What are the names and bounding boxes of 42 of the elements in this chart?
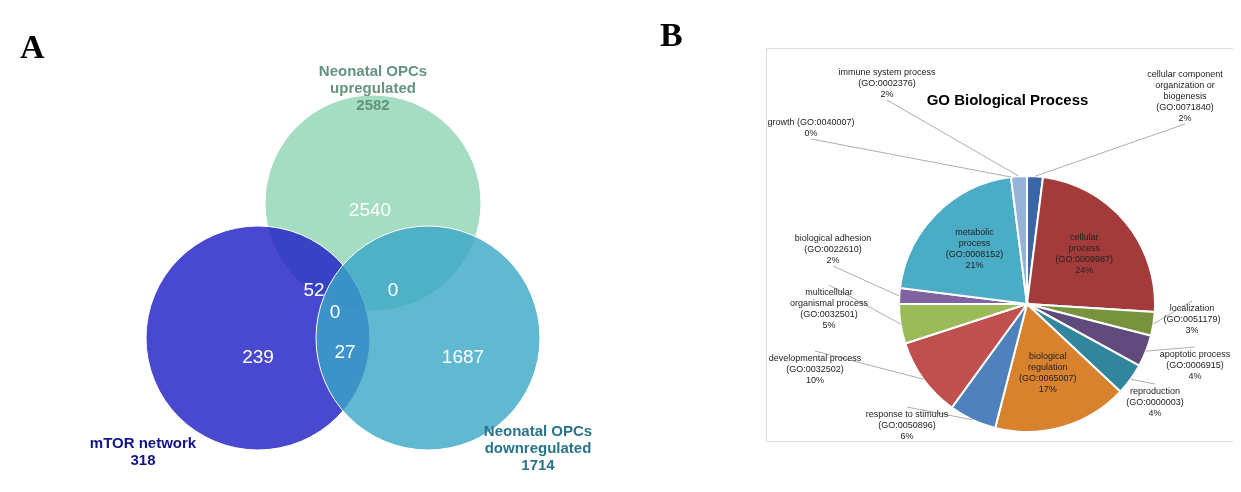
slice-label: biological regulation (GO:0065007) <box>1018 350 1077 383</box>
text: B <box>660 16 683 54</box>
slice-label: reproduction (GO:0000003) <box>1126 386 1184 407</box>
data-label: 4% <box>1148 408 1162 418</box>
data-label: 3% <box>1185 325 1199 335</box>
data-label: 10% <box>805 375 825 385</box>
text: 0 <box>387 279 399 300</box>
category-label: growth (GO:0040007) <box>767 117 855 127</box>
category-label: Neonatal OPCs downregulated <box>483 422 593 456</box>
text: 0% <box>804 128 818 138</box>
data-label: 17% <box>1038 383 1057 394</box>
data-label: 6% <box>900 431 914 441</box>
text: 1687 <box>441 346 485 367</box>
data-label: 24% <box>1075 265 1094 276</box>
text: 0 <box>329 301 341 322</box>
text: 1714 <box>521 456 555 473</box>
data-label: 21% <box>965 260 984 270</box>
slice-label: apoptotic process (GO:0006915) <box>1159 349 1231 370</box>
category-label: mTOR network <box>89 434 197 451</box>
text: 2582 <box>356 96 390 113</box>
slice-label: developmental process (GO:0032502) <box>768 353 862 374</box>
text: 27 <box>334 341 356 362</box>
text: 318 <box>130 451 156 468</box>
text: A <box>20 28 45 65</box>
text: GO Biological Process <box>926 91 1089 108</box>
data-label: 4% <box>1188 371 1202 381</box>
data-label: 2% <box>826 255 840 265</box>
slice-label: biological adhesion (GO:0022610) <box>794 233 872 254</box>
text: 52 <box>303 279 325 300</box>
slice-label: multicellular organismal process (GO:0032501) <box>789 287 869 319</box>
data-label: 5% <box>822 320 836 330</box>
data-label: 2% <box>880 89 894 99</box>
slice-label: localization (GO:0051179) <box>1163 303 1221 324</box>
slice-label: cellular component organization or biogenesis (GO:0071840) <box>1147 69 1224 112</box>
slice-label: cellular process (GO:0009987) <box>1055 232 1113 265</box>
slice-label: metabolic process (GO:0008152) <box>945 227 1004 259</box>
data-label: 2% <box>1178 113 1192 123</box>
text: 239 <box>242 346 274 367</box>
slice-label: response to stimulus (GO:0050896) <box>865 409 949 430</box>
category-label: Neonatal OPCs upregulated <box>318 62 428 96</box>
slice-label: immune system process (GO:0002376) <box>838 67 937 88</box>
text: 2540 <box>348 199 392 220</box>
